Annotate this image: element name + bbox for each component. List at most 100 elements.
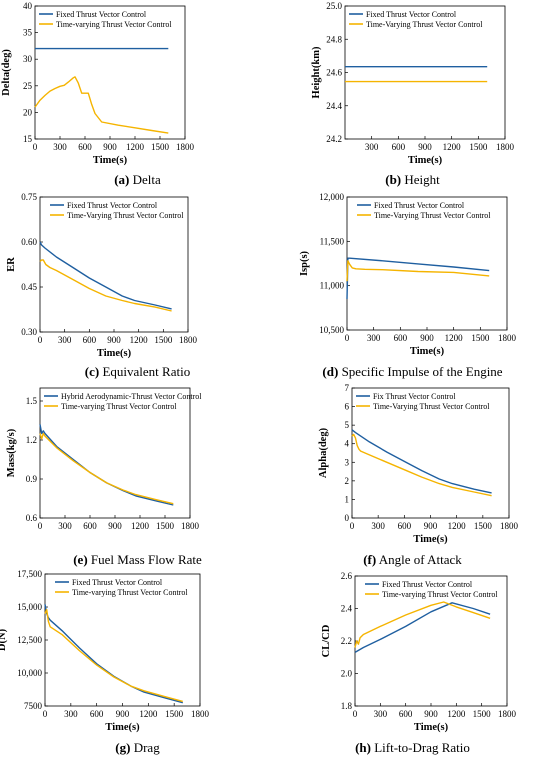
- y-axis-label: Isp(s): [299, 250, 310, 276]
- chart-specific-impulse: 0 300 600 900 1200 1500 1800 10,500 11,000 11,500…: [299, 192, 517, 357]
- y-tick-label: 2.2: [341, 636, 352, 646]
- y-tick-label: 10,500: [319, 325, 344, 335]
- y-tick-label: 11,000: [320, 281, 345, 291]
- legend-label: Time-Varying Thrust Vector Control: [67, 211, 184, 220]
- x-tick-label: 300: [367, 333, 381, 343]
- x-tick-label: 900: [116, 709, 130, 719]
- chart-height: 300 600 900 1200 1500 1800 24.2 24.4 24.6 24.8 25.…: [311, 1, 515, 166]
- x-tick-label: 600: [394, 333, 408, 343]
- x-tick-label: 1200: [131, 521, 150, 531]
- y-tick-label: 20: [23, 107, 33, 117]
- y-axis-label: Mass(kg/s): [6, 428, 17, 477]
- legend-label: Time-varying Thrust Vector Control: [72, 588, 188, 597]
- y-tick-label: 0.60: [21, 237, 37, 247]
- series-line-varying: [39, 259, 172, 312]
- caption-text: Delta: [132, 172, 161, 187]
- caption-d: (d) Specific Impulse of the Engine: [275, 364, 550, 380]
- y-tick-label: 5: [345, 420, 350, 430]
- x-tick-label: 1500: [471, 333, 490, 343]
- caption-letter: (g): [115, 740, 131, 755]
- y-tick-label: 2.6: [341, 571, 353, 581]
- series-line-varying: [34, 76, 169, 134]
- x-tick-label: 1800: [181, 521, 200, 531]
- y-tick-label: 15,000: [17, 602, 42, 612]
- caption-text: Lift-to-Drag Ratio: [374, 740, 470, 755]
- y-tick-label: 6: [345, 402, 350, 412]
- x-tick-label: 1200: [126, 142, 145, 152]
- caption-a: (a) Delta: [0, 172, 275, 188]
- x-tick-label: 1800: [176, 142, 195, 152]
- caption-g: (g) Drag: [0, 740, 275, 756]
- x-tick-label: 900: [424, 709, 438, 719]
- x-tick-label: 1500: [469, 142, 488, 152]
- x-tick-label: 1800: [498, 709, 517, 719]
- y-axis-label: Alpha(deg): [318, 427, 329, 478]
- x-tick-label: 0: [33, 142, 38, 152]
- y-tick-label: 24.2: [326, 134, 342, 144]
- y-tick-label: 7500: [24, 701, 43, 711]
- y-tick-label: 24.6: [326, 68, 342, 78]
- x-tick-label: 0: [350, 521, 355, 531]
- x-tick-label: 600: [392, 142, 406, 152]
- y-tick-label: 0.75: [21, 192, 37, 202]
- y-tick-label: 1.5: [26, 396, 38, 406]
- x-tick-label: 0: [38, 521, 43, 531]
- x-tick-label: 0: [353, 709, 358, 719]
- legend-label: Fixed Thrust Vector Control: [382, 580, 473, 589]
- x-tick-label: 1800: [496, 142, 515, 152]
- y-tick-label: 24.8: [326, 34, 342, 44]
- series-line-varying: [346, 260, 490, 282]
- legend-label: Fixed Thrust Vector Control: [56, 10, 147, 19]
- caption-letter: (f): [363, 552, 377, 567]
- x-axis-label: Time(s): [408, 155, 443, 166]
- y-tick-label: 1: [345, 494, 350, 504]
- x-tick-label: 300: [371, 521, 385, 531]
- x-tick-label: 300: [64, 709, 78, 719]
- caption-letter: (h): [355, 740, 371, 755]
- x-tick-label: 1200: [445, 333, 464, 343]
- x-tick-label: 600: [83, 335, 97, 345]
- y-tick-label: 25: [23, 81, 33, 91]
- x-tick-label: 0: [43, 709, 48, 719]
- caption-letter: (e): [73, 552, 88, 567]
- series-line-fixed: [346, 257, 490, 300]
- caption-letter: (b): [385, 172, 402, 187]
- y-tick-label: 0: [345, 513, 350, 523]
- caption-h: (h) Lift-to-Drag Ratio: [275, 740, 550, 756]
- x-axis-label: Time(s): [105, 722, 140, 733]
- legend-label: Fixed Thrust Vector Control: [366, 10, 457, 19]
- x-axis-label: Time(s): [410, 346, 445, 357]
- y-tick-label: 12,000: [319, 192, 344, 202]
- caption-f: (f) Angle of Attack: [275, 552, 550, 568]
- legend-label: Time-Varying Thrust Vector Control: [374, 211, 491, 220]
- y-tick-label: 0.6: [26, 513, 38, 523]
- caption-letter: (d): [322, 364, 339, 379]
- caption-letter: (a): [114, 172, 130, 187]
- caption-b: (b) Height: [275, 172, 550, 188]
- y-tick-label: 10,000: [17, 668, 42, 678]
- legend-label: Fixed Thrust Vector Control: [67, 201, 158, 210]
- x-tick-label: 600: [78, 142, 92, 152]
- series-line-fixed: [354, 602, 491, 654]
- x-tick-label: 1800: [191, 709, 210, 719]
- x-tick-label: 900: [424, 521, 438, 531]
- series-line-varying: [44, 608, 183, 703]
- chart-fuel-mass-flow: 0 300 600 900 1200 1500 1800 0.6 0.9 1.2 1.5 Mass(k…: [6, 387, 202, 531]
- y-tick-label: 3: [345, 457, 350, 467]
- x-tick-label: 900: [420, 333, 434, 343]
- x-tick-label: 1200: [139, 709, 158, 719]
- x-tick-label: 900: [103, 142, 117, 152]
- y-tick-label: 2.4: [341, 604, 353, 614]
- x-axis-label: Time(s): [413, 534, 448, 545]
- x-tick-label: 1800: [498, 333, 517, 343]
- x-tick-label: 1500: [151, 142, 170, 152]
- y-tick-label: 12,500: [17, 635, 42, 645]
- x-axis-label: Time(s): [93, 155, 128, 166]
- legend-label: Time-Varying Thrust Vector Control: [366, 20, 483, 29]
- caption-text: Fuel Mass Flow Rate: [90, 552, 202, 567]
- caption-text: Height: [404, 172, 440, 187]
- legend-label: Time-varying Thrust Vector Control: [382, 590, 498, 599]
- y-tick-label: 17,500: [17, 569, 42, 579]
- series-line-fixed: [44, 604, 183, 704]
